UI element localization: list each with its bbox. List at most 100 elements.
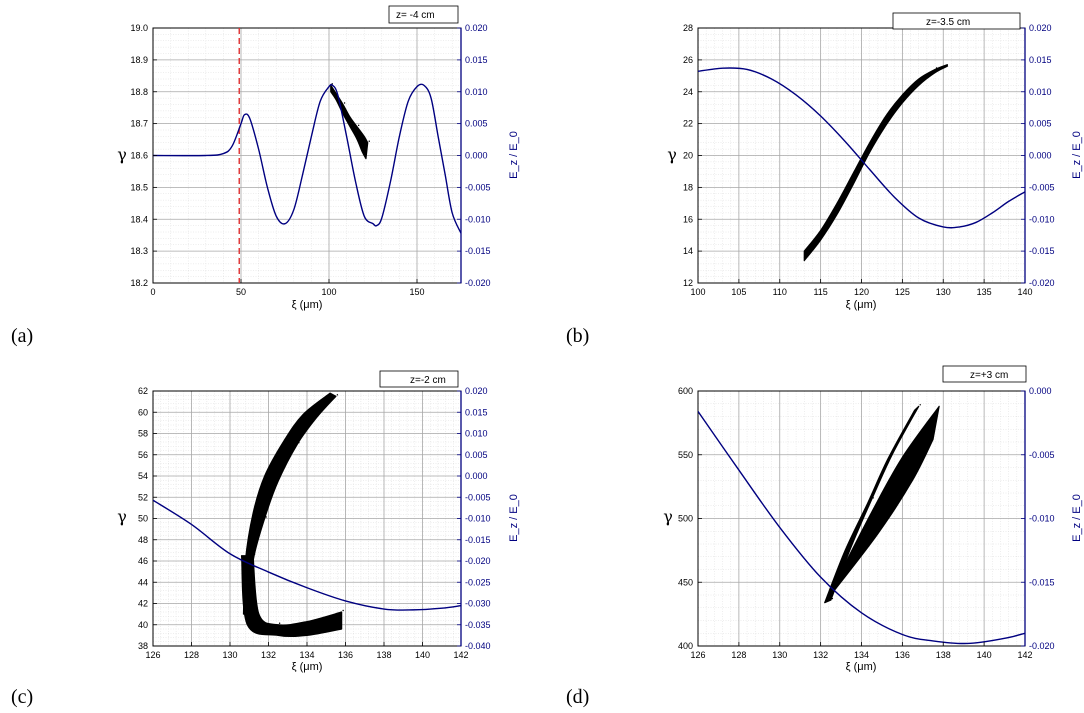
panel-a-y2-tick-label: -0.010 xyxy=(465,214,491,224)
panel-c-particle-band xyxy=(242,392,337,615)
panel-d-y2-tick-label: -0.015 xyxy=(1029,577,1055,587)
panel-d-y2-tick-label: 0.000 xyxy=(1029,386,1052,396)
panel-a-y2-tick-label: -0.020 xyxy=(465,278,491,288)
panel-a-y2-tick-label: 0.020 xyxy=(465,23,488,33)
panel-a-xlabel: ξ (μm) xyxy=(292,299,323,311)
panel-d-y-ticks: 400 450 500 550 600 xyxy=(678,386,702,651)
panel-c-y2-tick-label: -0.040 xyxy=(465,641,491,651)
panel-a-y2-tick-label: -0.005 xyxy=(465,182,491,192)
panel-a-y-tick-label: 18.2 xyxy=(130,278,148,288)
panel-b-ylabel: γ xyxy=(667,145,677,164)
panel-d-y-tick-label: 600 xyxy=(678,386,693,396)
panel-b-particle-point xyxy=(870,140,872,142)
panel-c-label: (c) xyxy=(11,686,33,708)
panel-c-x-tick-label: 136 xyxy=(338,650,353,660)
panel-d-y-tick-label: 500 xyxy=(678,514,693,524)
panel-c: 126 128 130 132 134 136 138 140 142 38 40 42 44 46 48… xyxy=(11,370,520,708)
panel-b-y-tick-label: 18 xyxy=(683,182,693,192)
panel-b-y2-tick-label: 0.010 xyxy=(1029,87,1052,97)
panel-d-particle-point xyxy=(919,404,921,406)
panel-c-x-tick-label: 130 xyxy=(222,650,237,660)
panel-c-x-tick-label: 134 xyxy=(299,650,314,660)
panel-c-ylabel: γ xyxy=(117,507,127,526)
panel-b-y2-ticks: -0.020 -0.015 -0.010 -0.005 0.000 0.005 0.010 0… xyxy=(1021,23,1055,288)
panel-a-y-tick-label: 18.9 xyxy=(130,55,148,65)
panel-b-y-tick-label: 26 xyxy=(683,55,693,65)
panel-b-field-curve xyxy=(698,67,1025,229)
panel-a-x-tick-label: 0 xyxy=(150,287,155,297)
panel-b-y2-tick-label: 0.000 xyxy=(1029,151,1052,161)
panel-c-y-tick-label: 58 xyxy=(138,429,148,439)
panel-c-y2-tick-label: 0.010 xyxy=(465,429,488,439)
panel-c-y-tick-label: 56 xyxy=(138,450,148,460)
panel-c-particle-point xyxy=(342,609,344,612)
panel-d-x-tick-label: 126 xyxy=(690,650,705,660)
panel-b-xlabel: ξ (μm) xyxy=(846,299,877,311)
panel-b-particle-point xyxy=(903,92,905,95)
panel-a-y-tick-label: 19.0 xyxy=(130,23,148,33)
panel-a-label: (a) xyxy=(11,325,33,347)
panel-a-y2-tick-label: 0.005 xyxy=(465,119,488,129)
panel-b-y2label: E_z / E_0 xyxy=(1071,131,1083,179)
panel-a-y-ticks: 18.2 18.3 18.4 18.5 18.6 18.7 18.8 18.9 19.0 xyxy=(130,23,157,288)
panel-d-x-tick-label: 130 xyxy=(772,650,787,660)
panel-b-x-tick-label: 110 xyxy=(773,287,787,297)
panel-d-particle-point xyxy=(837,577,840,579)
panel-d-x-tick-label: 136 xyxy=(895,650,910,660)
panel-d-particle-band xyxy=(830,405,940,596)
panel-c-x-tick-label: 138 xyxy=(376,650,391,660)
panel-b-y2-tick-label: 0.015 xyxy=(1029,55,1052,65)
panel-c-y2-tick-label: -0.035 xyxy=(465,620,491,630)
panel-b-y-tick-label: 14 xyxy=(683,246,693,256)
panel-c-particle-point xyxy=(298,441,300,444)
panel-a-x-ticks: 0 50 100 150 xyxy=(150,279,425,297)
panel-a-particle-point xyxy=(343,102,346,104)
panel-d-field-curve xyxy=(698,410,1025,645)
panel-b-particle-point xyxy=(935,67,938,69)
panel-c-y2-tick-label: -0.015 xyxy=(465,535,491,545)
panel-c-y2-tick-label: -0.020 xyxy=(465,556,491,566)
panel-d-x-ticks: 126 128 130 132 134 136 138 140 142 xyxy=(690,642,1033,660)
panel-d-xlabel: ξ (μm) xyxy=(846,661,877,673)
panel-c-xlabel: ξ (μm) xyxy=(292,661,323,673)
panel-b-particles xyxy=(803,64,948,262)
panel-c-particle-point xyxy=(278,622,281,624)
panel-d-y2label: E_z / E_0 xyxy=(1071,494,1083,542)
panel-b-legend-box xyxy=(892,12,1021,30)
panel-d-particle-point xyxy=(903,455,905,457)
panel-d-y2-tick-label: -0.005 xyxy=(1029,450,1055,460)
panel-d-x-tick-label: 128 xyxy=(731,650,746,660)
panel-c-x-tick-label: 132 xyxy=(261,650,276,660)
panel-d-particle-point xyxy=(831,597,834,600)
panel-d-x-tick-label: 134 xyxy=(854,650,869,660)
panel-d-field-line xyxy=(698,410,1025,645)
panel-d-y2-tick-label: -0.010 xyxy=(1029,514,1055,524)
panel-a-particle-point xyxy=(368,140,370,142)
panel-d-particle-point xyxy=(872,497,874,499)
panel-a-legend-box xyxy=(388,5,459,24)
panel-a-y2-tick-label: 0.010 xyxy=(465,87,488,97)
panel-d-y-tick-label: 400 xyxy=(678,641,693,651)
panel-b-y2-tick-label: -0.005 xyxy=(1029,182,1055,192)
panel-c-y2-tick-label: -0.030 xyxy=(465,599,491,609)
panel-b-y-tick-label: 24 xyxy=(683,87,693,97)
panel-d-label: (d) xyxy=(566,686,589,708)
panel-d-x-tick-label: 138 xyxy=(936,650,951,660)
panel-b-x-tick-label: 130 xyxy=(936,287,951,297)
panel-c-x-tick-label: 140 xyxy=(415,650,430,660)
panel-c-particles xyxy=(240,392,344,638)
panel-c-y2-ticks: -0.040 -0.035 -0.030 -0.025 -0.020 -0.015 -0.0… xyxy=(457,386,491,651)
panel-b-particle-band xyxy=(803,64,948,262)
panel-c-y2-tick-label: 0.000 xyxy=(465,471,488,481)
panel-c-y-tick-label: 42 xyxy=(138,599,148,609)
panel-c-y-tick-label: 52 xyxy=(138,492,148,502)
panel-c-particle-band xyxy=(240,555,343,638)
panel-c-particle-point xyxy=(265,516,267,518)
panel-c-y-tick-label: 46 xyxy=(138,556,148,566)
panel-b-x-tick-label: 140 xyxy=(1017,287,1032,297)
panel-c-y2-tick-label: 0.015 xyxy=(465,407,488,417)
panel-d-y2-ticks: -0.020 -0.015 -0.010 -0.005 0.000 xyxy=(1021,386,1055,651)
panel-d-particle-band xyxy=(824,405,920,604)
panel-a-y-tick-label: 18.6 xyxy=(130,151,148,161)
panel-c-y2-tick-label: -0.025 xyxy=(465,577,491,587)
